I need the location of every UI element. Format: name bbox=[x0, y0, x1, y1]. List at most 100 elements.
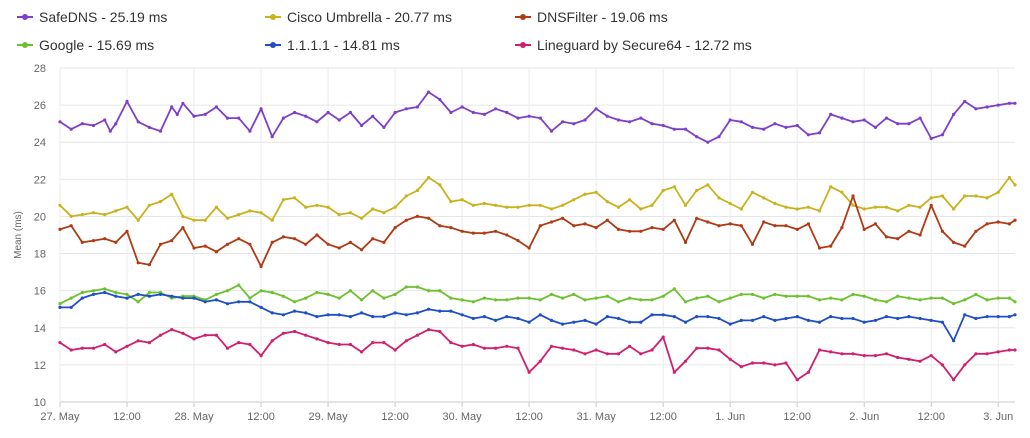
data-point[interactable] bbox=[750, 361, 755, 365]
data-point[interactable] bbox=[549, 220, 554, 224]
data-point[interactable] bbox=[516, 316, 520, 321]
data-point[interactable] bbox=[136, 339, 140, 343]
data-point[interactable] bbox=[315, 233, 319, 237]
data-point[interactable] bbox=[427, 328, 431, 332]
data-point[interactable] bbox=[851, 203, 855, 207]
data-point[interactable] bbox=[527, 203, 531, 207]
data-point[interactable] bbox=[203, 333, 207, 337]
data-point[interactable] bbox=[225, 242, 230, 246]
data-point[interactable] bbox=[672, 127, 676, 131]
data-point[interactable] bbox=[985, 196, 989, 200]
data-point[interactable] bbox=[360, 216, 364, 220]
data-point[interactable] bbox=[628, 344, 632, 348]
data-point[interactable] bbox=[817, 209, 822, 213]
data-point[interactable] bbox=[661, 123, 665, 128]
data-point[interactable] bbox=[505, 110, 509, 115]
data-point[interactable] bbox=[907, 229, 911, 233]
data-point[interactable] bbox=[147, 341, 151, 345]
data-point[interactable] bbox=[69, 305, 73, 309]
data-point[interactable] bbox=[739, 292, 743, 296]
data-point[interactable] bbox=[717, 300, 721, 304]
series-line[interactable] bbox=[59, 328, 1015, 381]
data-point[interactable] bbox=[549, 292, 554, 296]
data-point[interactable] bbox=[616, 352, 621, 356]
data-point[interactable] bbox=[706, 220, 710, 224]
data-point[interactable] bbox=[125, 99, 129, 103]
data-point[interactable] bbox=[114, 294, 118, 298]
data-point[interactable] bbox=[538, 298, 542, 302]
data-point[interactable] bbox=[270, 339, 274, 343]
data-point[interactable] bbox=[695, 346, 699, 350]
data-point[interactable] bbox=[728, 201, 732, 206]
data-point[interactable] bbox=[471, 316, 475, 321]
data-point[interactable] bbox=[706, 183, 710, 187]
data-point[interactable] bbox=[996, 103, 1000, 107]
data-point[interactable] bbox=[795, 315, 799, 319]
data-point[interactable] bbox=[527, 246, 531, 250]
data-point[interactable] bbox=[1013, 300, 1017, 304]
data-point[interactable] bbox=[572, 292, 576, 296]
data-point[interactable] bbox=[840, 316, 844, 321]
data-point[interactable] bbox=[784, 125, 788, 129]
data-point[interactable] bbox=[996, 190, 1000, 194]
data-point[interactable] bbox=[616, 300, 621, 304]
series-line[interactable] bbox=[59, 195, 1016, 268]
data-point[interactable] bbox=[427, 307, 431, 311]
data-point[interactable] bbox=[974, 316, 978, 321]
data-point[interactable] bbox=[739, 318, 743, 322]
data-point[interactable] bbox=[393, 110, 397, 115]
data-point[interactable] bbox=[561, 120, 565, 124]
data-point[interactable] bbox=[460, 198, 464, 202]
data-point[interactable] bbox=[181, 226, 185, 230]
data-point[interactable] bbox=[58, 227, 62, 231]
data-point[interactable] bbox=[382, 341, 386, 345]
data-point[interactable] bbox=[806, 133, 811, 137]
data-point[interactable] bbox=[382, 315, 386, 319]
data-point[interactable] bbox=[270, 218, 274, 222]
data-point[interactable] bbox=[360, 123, 364, 128]
data-point[interactable] bbox=[136, 300, 140, 304]
data-point[interactable] bbox=[773, 363, 777, 367]
data-point[interactable] bbox=[952, 207, 956, 211]
data-point[interactable] bbox=[371, 315, 375, 319]
data-point[interactable] bbox=[873, 318, 878, 322]
data-point[interactable] bbox=[270, 311, 274, 315]
data-point[interactable] bbox=[158, 242, 163, 246]
data-point[interactable] bbox=[806, 318, 811, 322]
data-point[interactable] bbox=[360, 248, 364, 252]
data-point[interactable] bbox=[817, 320, 822, 324]
data-point[interactable] bbox=[907, 315, 911, 319]
data-point[interactable] bbox=[672, 287, 676, 291]
data-point[interactable] bbox=[929, 296, 933, 300]
data-point[interactable] bbox=[829, 185, 833, 189]
data-point[interactable] bbox=[147, 263, 151, 267]
legend-item[interactable]: SafeDNS - 25.19 ms bbox=[17, 9, 167, 25]
data-point[interactable] bbox=[516, 205, 520, 209]
data-point[interactable] bbox=[873, 125, 878, 129]
data-point[interactable] bbox=[795, 378, 799, 382]
data-point[interactable] bbox=[639, 352, 643, 356]
data-point[interactable] bbox=[829, 315, 833, 319]
data-point[interactable] bbox=[561, 296, 565, 300]
data-point[interactable] bbox=[505, 205, 509, 209]
data-point[interactable] bbox=[795, 294, 799, 298]
data-point[interactable] bbox=[907, 357, 911, 361]
data-point[interactable] bbox=[706, 294, 710, 298]
data-point[interactable] bbox=[293, 110, 297, 115]
data-point[interactable] bbox=[170, 105, 174, 109]
data-point[interactable] bbox=[1013, 101, 1017, 105]
data-point[interactable] bbox=[1007, 315, 1012, 319]
data-point[interactable] bbox=[605, 352, 609, 356]
data-point[interactable] bbox=[158, 129, 163, 133]
data-point[interactable] bbox=[963, 298, 967, 302]
data-point[interactable] bbox=[695, 216, 699, 220]
data-point[interactable] bbox=[482, 112, 486, 116]
data-point[interactable] bbox=[248, 342, 252, 347]
data-point[interactable] bbox=[293, 300, 297, 304]
data-point[interactable] bbox=[270, 290, 274, 295]
data-point[interactable] bbox=[248, 242, 252, 246]
data-point[interactable] bbox=[873, 298, 878, 302]
data-point[interactable] bbox=[806, 222, 811, 226]
data-point[interactable] bbox=[639, 116, 643, 120]
data-point[interactable] bbox=[795, 227, 799, 231]
